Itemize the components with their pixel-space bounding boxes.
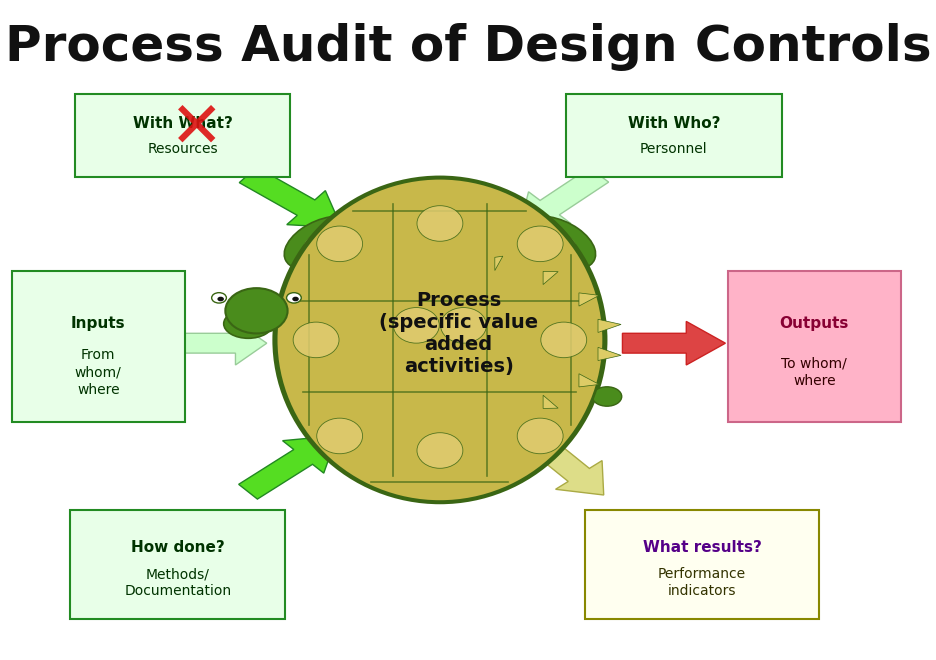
Text: Process Audit of Design Controls: Process Audit of Design Controls <box>5 23 931 71</box>
Text: To whom/
where: To whom/ where <box>782 357 847 388</box>
Text: With Who?: With Who? <box>628 115 720 131</box>
Ellipse shape <box>276 178 604 502</box>
Ellipse shape <box>417 433 463 469</box>
Ellipse shape <box>541 322 587 358</box>
Ellipse shape <box>323 422 354 445</box>
Text: Process
(specific value
added
activities): Process (specific value added activities… <box>379 291 538 376</box>
Polygon shape <box>598 347 622 360</box>
FancyArrow shape <box>239 436 337 499</box>
Ellipse shape <box>592 387 622 406</box>
Circle shape <box>217 297 224 302</box>
Ellipse shape <box>272 176 607 504</box>
Ellipse shape <box>539 230 577 256</box>
FancyArrow shape <box>528 436 604 495</box>
Ellipse shape <box>520 216 595 269</box>
Text: From
whom/
where: From whom/ where <box>75 348 122 397</box>
FancyBboxPatch shape <box>585 510 819 619</box>
Ellipse shape <box>316 226 362 261</box>
FancyArrow shape <box>184 321 267 365</box>
Text: What results?: What results? <box>642 541 762 556</box>
Polygon shape <box>543 395 558 409</box>
Text: ✕: ✕ <box>169 98 224 160</box>
Text: How done?: How done? <box>131 541 225 556</box>
Polygon shape <box>598 319 622 333</box>
Ellipse shape <box>526 422 557 445</box>
Ellipse shape <box>293 322 339 358</box>
Circle shape <box>212 292 227 303</box>
Ellipse shape <box>303 230 341 256</box>
FancyBboxPatch shape <box>728 271 900 422</box>
Ellipse shape <box>393 308 439 343</box>
Ellipse shape <box>224 309 273 339</box>
Polygon shape <box>579 374 599 387</box>
Ellipse shape <box>518 226 563 261</box>
Ellipse shape <box>226 288 287 333</box>
Ellipse shape <box>417 206 463 242</box>
Ellipse shape <box>518 418 563 453</box>
Text: Outputs: Outputs <box>780 315 849 331</box>
Text: With What?: With What? <box>133 115 232 131</box>
Text: Personnel: Personnel <box>640 142 708 156</box>
FancyBboxPatch shape <box>75 94 290 176</box>
Text: Performance
indicators: Performance indicators <box>658 567 746 599</box>
Polygon shape <box>543 271 558 284</box>
Ellipse shape <box>307 411 370 456</box>
Ellipse shape <box>441 308 487 343</box>
Polygon shape <box>579 293 599 306</box>
Circle shape <box>292 297 299 302</box>
Text: Methods/
Documentation: Methods/ Documentation <box>124 567 231 599</box>
Ellipse shape <box>316 418 362 453</box>
FancyBboxPatch shape <box>566 94 782 176</box>
Ellipse shape <box>510 411 573 456</box>
Ellipse shape <box>285 216 359 269</box>
FancyArrow shape <box>622 321 725 365</box>
Circle shape <box>286 292 301 303</box>
Polygon shape <box>495 256 503 271</box>
FancyArrow shape <box>519 168 608 228</box>
Text: Inputs: Inputs <box>71 315 125 331</box>
Text: Resources: Resources <box>147 142 218 156</box>
FancyArrow shape <box>240 167 342 228</box>
FancyBboxPatch shape <box>70 510 285 619</box>
FancyBboxPatch shape <box>12 271 185 422</box>
